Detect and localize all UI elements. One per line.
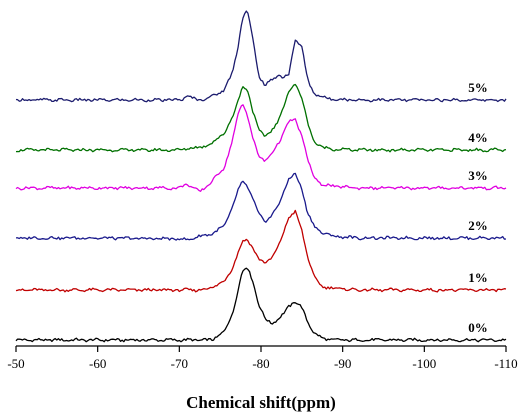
series-line-3pct: [15, 104, 507, 192]
x-tick-label: -110: [494, 356, 517, 371]
x-tick-label: -60: [89, 356, 106, 371]
spectra-traces: [15, 10, 507, 343]
x-axis-ticks: -50 -60 -70 -80 -90 -100 -110: [7, 346, 518, 371]
series-label: 2%: [468, 218, 488, 233]
series-line-4pct: [15, 83, 507, 153]
series-line-2pct: [15, 172, 507, 241]
series-line-0pct: [15, 267, 507, 343]
series-label: 0%: [468, 320, 488, 335]
x-tick-label: -100: [412, 356, 436, 371]
series-label: 3%: [468, 168, 488, 183]
x-axis-title: Chemical shift(ppm): [186, 393, 336, 412]
series-line-1pct: [15, 209, 507, 293]
series-label: 5%: [468, 80, 488, 95]
x-tick-label: -50: [7, 356, 24, 371]
series-line-5pct: [15, 10, 507, 103]
series-label: 4%: [468, 130, 488, 145]
x-tick-label: -80: [252, 356, 269, 371]
trace-labels: 0% 1% 2% 3% 4% 5%: [468, 80, 488, 335]
series-label: 1%: [468, 270, 488, 285]
x-tick-label: -70: [171, 356, 188, 371]
x-tick-label: -90: [334, 356, 351, 371]
